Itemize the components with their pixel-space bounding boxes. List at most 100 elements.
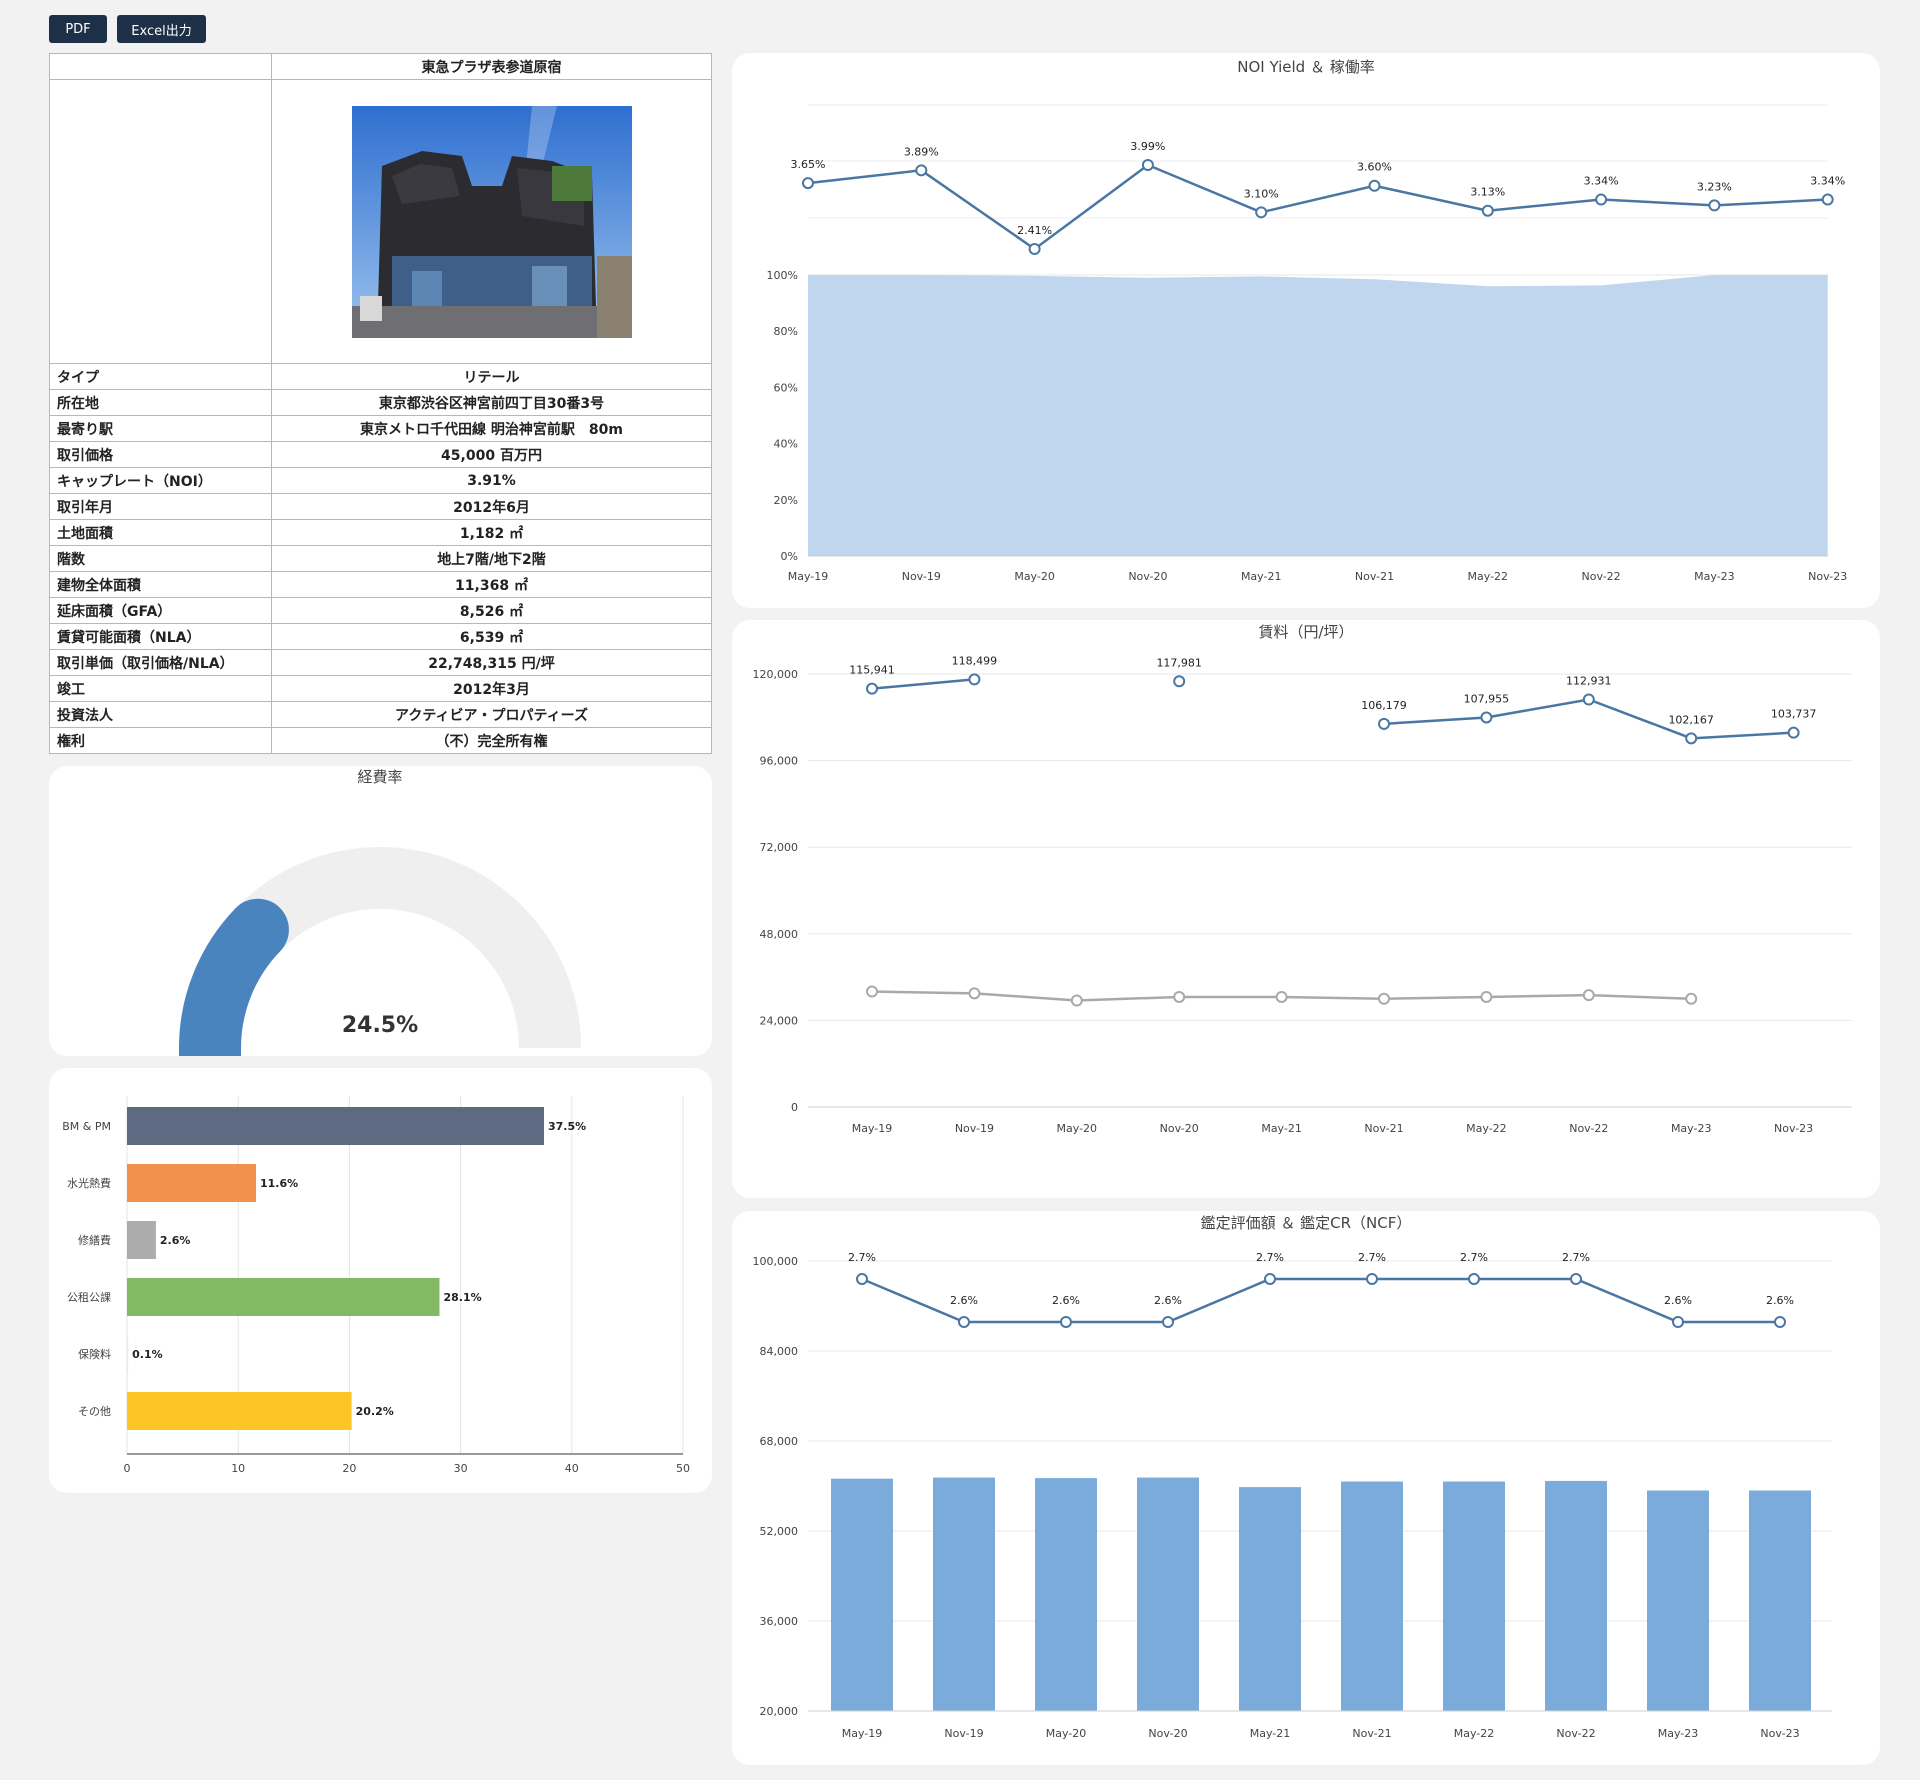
- table-row: 土地面積 1,182 ㎡: [49, 519, 712, 546]
- cap-rate-point: [1162, 1316, 1174, 1328]
- rent-point: [1685, 732, 1698, 745]
- row-label: タイプ: [49, 363, 272, 390]
- row-value: 東京メトロ千代田線 明治神宮前駅 80m: [271, 415, 712, 442]
- table-row: 最寄り駅 東京メトロ千代田線 明治神宮前駅 80m: [49, 415, 712, 442]
- y-tick-label: 60%: [774, 381, 798, 394]
- row-label: 権利: [49, 727, 272, 754]
- rent-point: [1378, 717, 1390, 730]
- x-tick-label: May-21: [1261, 1122, 1302, 1135]
- category-label: 公租公課: [67, 1290, 111, 1304]
- x-tick-label: May-20: [1057, 1122, 1098, 1135]
- x-tick-label: Nov-21: [1364, 1122, 1403, 1135]
- excel-export-button[interactable]: Excel出力: [117, 15, 206, 43]
- noi-yield-point: [1368, 179, 1381, 192]
- row-value: 2012年6月: [271, 493, 712, 520]
- x-tick-label: May-23: [1694, 570, 1735, 583]
- market-rent-point: [968, 987, 981, 1000]
- noi-yield-label: 3.10%: [1244, 187, 1279, 200]
- noi-yield-label: 3.34%: [1810, 175, 1845, 188]
- cap-rate-label: 2.7%: [1460, 1251, 1488, 1264]
- x-tick-label: May-21: [1250, 1727, 1291, 1740]
- market-rent-point: [1378, 992, 1390, 1005]
- expense-value-label: 28.1%: [443, 1291, 481, 1304]
- cap-rate-label: 2.6%: [950, 1294, 978, 1307]
- market-rent-point: [866, 985, 878, 998]
- expense-bar: [127, 1164, 256, 1202]
- noi-yield-point: [1595, 193, 1608, 206]
- noi-yield-point: [1141, 159, 1154, 171]
- pdf-button[interactable]: PDF: [49, 15, 107, 43]
- x-tick-label: Nov-20: [1148, 1727, 1187, 1740]
- x-tick-label: May-23: [1671, 1122, 1712, 1135]
- y-tick-label: 68,000: [760, 1435, 799, 1448]
- row-value: 8,526 ㎡: [271, 597, 712, 624]
- y-tick-label: 100,000: [753, 1255, 799, 1268]
- cap-rate-label: 2.7%: [1256, 1251, 1284, 1264]
- row-label: 竣工: [49, 675, 272, 702]
- table-row: 賃貸可能面積（NLA） 6,539 ㎡: [49, 623, 712, 650]
- occupancy-area: [808, 275, 1828, 556]
- y-tick-label: 84,000: [760, 1345, 799, 1358]
- cap-rate-label: 2.6%: [1154, 1294, 1182, 1307]
- noi-yield-label: 3.89%: [904, 145, 939, 158]
- x-tick-label: Nov-19: [955, 1122, 994, 1135]
- row-value: 地上7階/地下2階: [271, 545, 712, 572]
- cap-rate-point: [1672, 1316, 1684, 1328]
- rent-point: [866, 682, 878, 695]
- chart-title: NOI Yield ＆ 稼働率: [1237, 58, 1374, 76]
- rent-label: 103,737: [1771, 708, 1817, 721]
- row-value: リテール: [271, 363, 712, 390]
- y-tick-label: 72,000: [760, 841, 799, 854]
- x-tick-label: 40: [565, 1462, 579, 1475]
- category-label: 水光熱費: [67, 1176, 111, 1190]
- expense-value-label: 2.6%: [160, 1234, 191, 1247]
- cap-rate-point: [1060, 1316, 1072, 1328]
- expense-bar: [127, 1221, 156, 1259]
- property-name: 東急プラザ表参道原宿: [271, 53, 712, 80]
- category-label: 修繕費: [78, 1233, 111, 1247]
- table-row: 建物全体面積 11,368 ㎡: [49, 571, 712, 598]
- noi-yield-point: [915, 164, 928, 177]
- rent-label: 106,179: [1361, 699, 1407, 712]
- table-row: キャップレート（NOI） 3.91%: [49, 467, 712, 494]
- appraisal-bar: [1035, 1478, 1097, 1711]
- expense-ratio-card: 経費率 24.5%: [49, 766, 712, 1058]
- photo-cell: [271, 79, 712, 364]
- noi-yield-label: 3.13%: [1470, 186, 1505, 199]
- row-value: 東京都渋谷区神宮前四丁目30番3号: [271, 389, 712, 416]
- market-rent-point: [1582, 989, 1595, 1002]
- noi-yield-point: [1255, 206, 1268, 219]
- gauge-cap: [226, 898, 289, 961]
- x-tick-label: May-21: [1241, 570, 1282, 583]
- appraisal-bar: [933, 1477, 995, 1711]
- market-rent-point: [1173, 990, 1186, 1003]
- x-tick-label: Nov-23: [1808, 570, 1847, 583]
- market-rent-point: [1480, 990, 1493, 1003]
- noi-yield-label: 3.99%: [1130, 140, 1165, 153]
- table-row: 投資法人 アクティビア・プロパティーズ: [49, 701, 712, 728]
- x-tick-label: Nov-22: [1556, 1727, 1595, 1740]
- cap-rate-point: [1468, 1273, 1480, 1285]
- cap-rate-label: 2.6%: [1664, 1294, 1692, 1307]
- expense-value-label: 20.2%: [356, 1405, 394, 1418]
- chart-title: 賃料（円/坪）: [1258, 623, 1353, 641]
- expense-value-label: 0.1%: [132, 1348, 163, 1361]
- appraisal-bar: [1443, 1481, 1505, 1711]
- noi-yield-line: [807, 163, 1828, 251]
- x-tick-label: May-19: [842, 1727, 883, 1740]
- x-tick-label: May-23: [1658, 1727, 1699, 1740]
- rent-label: 102,167: [1668, 713, 1714, 726]
- expense-breakdown-chart: 0 10 20 30 40 50 BM & PM 37.5% 水光熱費 11.6% 修繕費 2.6%…: [62, 1096, 690, 1475]
- expense-breakdown-card: 0 10 20 30 40 50 BM & PM 37.5% 水光熱費 11.6% 修繕費 2.6%…: [49, 1068, 712, 1493]
- table-row: 取引年月 2012年6月: [49, 493, 712, 520]
- appraisal-chart: 鑑定評価額 ＆ 鑑定CR（NCF） 20,000 36,000 52,000 68,0…: [753, 1214, 1832, 1740]
- y-tick-label: 36,000: [760, 1615, 799, 1628]
- appraisal-bar: [1749, 1490, 1811, 1711]
- row-label: 取引単価（取引価格/NLA）: [49, 649, 272, 676]
- row-value: 2012年3月: [271, 675, 712, 702]
- cap-rate-point: [1264, 1273, 1276, 1285]
- photo-blank-cell: [49, 79, 272, 364]
- row-label: キャップレート（NOI）: [49, 467, 272, 494]
- cap-rate-label: 2.7%: [848, 1251, 876, 1264]
- x-tick-label: Nov-19: [902, 570, 941, 583]
